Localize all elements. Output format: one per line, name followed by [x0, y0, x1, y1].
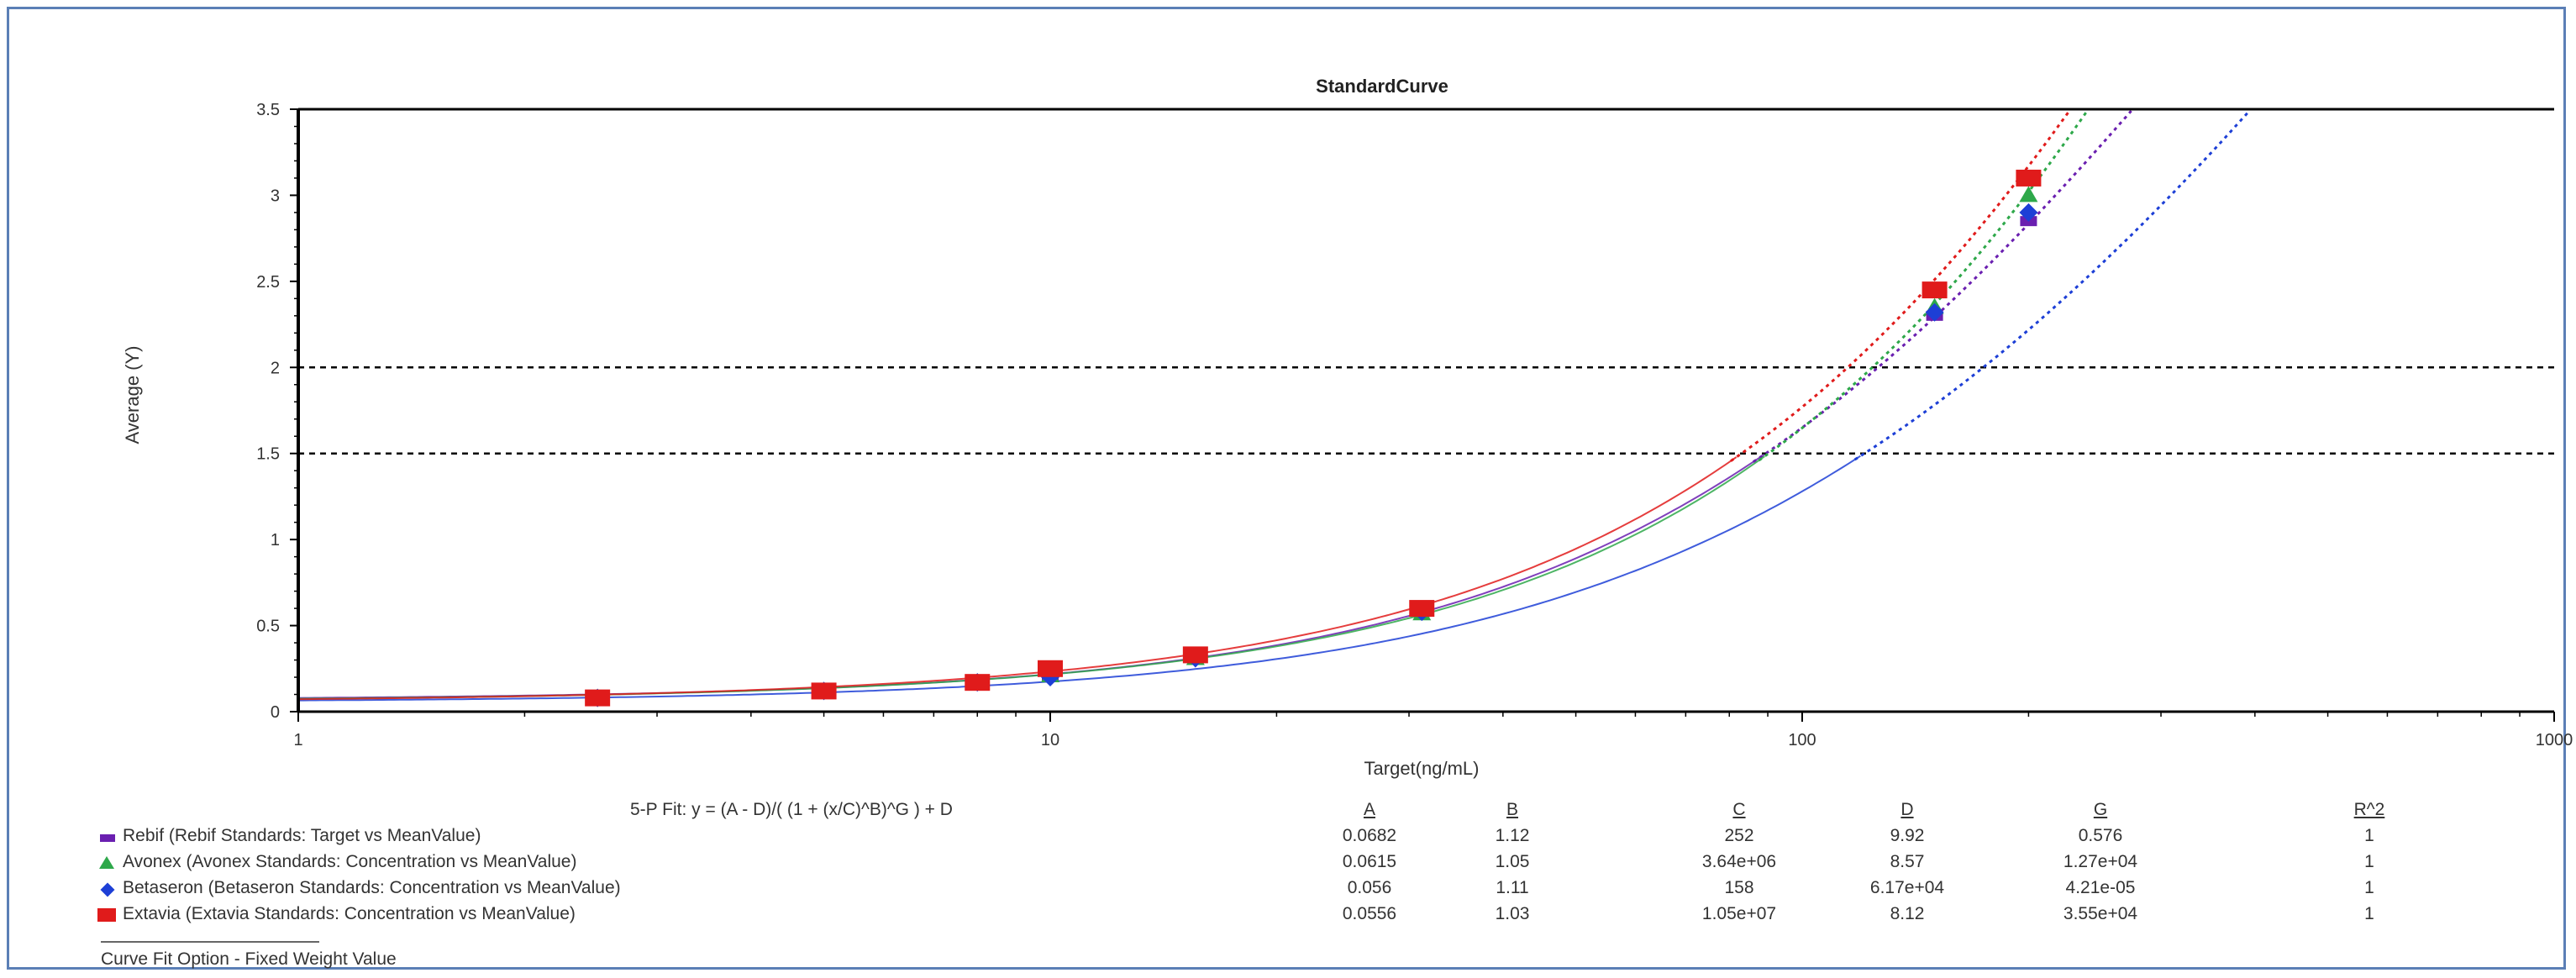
y-tick-label: 0	[271, 703, 280, 722]
column-header: A	[1363, 800, 1375, 819]
param-value: 158	[1724, 878, 1754, 897]
legend-label: Extavia (Extavia Standards: Concentratio…	[123, 904, 576, 923]
param-value: 8.57	[1890, 852, 1925, 871]
data-point-3	[965, 674, 991, 691]
y-tick-label: 3	[271, 187, 280, 205]
param-value: 0.576	[2078, 826, 2123, 845]
data-point-3	[1182, 646, 1208, 664]
param-value: 0.0682	[1342, 826, 1397, 845]
column-header: B	[1506, 800, 1518, 819]
data-points	[585, 169, 2042, 707]
reference-lines	[298, 366, 2554, 455]
param-value: 6.17e+04	[1869, 878, 1945, 897]
param-value: 8.12	[1890, 904, 1925, 923]
y-tick-label: 2.5	[256, 273, 280, 292]
legend-marker	[100, 882, 115, 897]
legend-row: Rebif (Rebif Standards: Target vs MeanVa…	[92, 826, 2554, 852]
fit-curves	[297, 109, 2251, 702]
param-value: 1	[2364, 878, 2374, 897]
param-value: 9.92	[1890, 826, 1925, 845]
legend-marker	[100, 834, 115, 842]
x-tick-label: 100	[1788, 731, 1816, 749]
y-tick-label: 2	[271, 359, 280, 377]
data-point-1	[2019, 186, 2038, 202]
footer-divider	[101, 941, 319, 943]
column-header: D	[1900, 800, 1914, 819]
param-value: 0.0615	[1342, 852, 1397, 871]
fit-curve-3	[297, 456, 1737, 701]
fit-table-header: 5-P Fit: y = (A - D)/( (1 + (x/C)^B)^G )…	[92, 800, 2554, 826]
data-point-2	[2019, 202, 2038, 222]
fit-curve-dotted-0	[1752, 110, 2132, 463]
param-value: 0.056	[1347, 878, 1392, 897]
param-value: 1	[2364, 904, 2374, 923]
param-value: 1.05e+07	[1701, 904, 1777, 923]
fit-curve-dotted-1	[1758, 111, 2088, 462]
legend-label: Rebif (Rebif Standards: Target vs MeanVa…	[123, 826, 481, 845]
param-value: 4.21e-05	[2065, 878, 2136, 897]
param-value: 3.55e+04	[2063, 904, 2138, 923]
param-value: 1	[2364, 852, 2374, 871]
data-point-3	[1038, 660, 1063, 677]
x-axis-label: Target(ng/mL)	[1364, 758, 1480, 779]
column-header: C	[1732, 800, 1746, 819]
param-value: 1.03	[1495, 904, 1530, 923]
axes: 0 0.5 1 1.5 2 2.5 3 3.5 1 10 100 1000	[256, 101, 2573, 749]
data-point-3	[2016, 169, 2042, 187]
param-value: 1.11	[1496, 878, 1529, 897]
data-point-3	[811, 682, 837, 700]
param-value: 0.0556	[1342, 904, 1397, 923]
legend-label: Avonex (Avonex Standards: Concentration …	[123, 852, 577, 871]
fit-curve-2	[298, 455, 1861, 702]
y-tick-label: 1.5	[256, 445, 280, 464]
data-point-3	[1921, 281, 1948, 299]
fit-curve-0	[297, 453, 1765, 699]
legend-row: Avonex (Avonex Standards: Concentration …	[92, 852, 2554, 878]
fit-equation: 5-P Fit: y = (A - D)/( (1 + (x/C)^B)^G )…	[630, 800, 953, 819]
x-tick-label: 1	[293, 731, 302, 749]
y-tick-label: 1	[271, 531, 280, 549]
fit-parameters-table: 5-P Fit: y = (A - D)/( (1 + (x/C)^B)^G )…	[92, 800, 2554, 930]
column-header: R^2	[2353, 800, 2385, 819]
legend-row: Betaseron (Betaseron Standards: Concentr…	[92, 878, 2554, 904]
param-value: 1	[2364, 826, 2374, 845]
data-point-3	[1409, 600, 1435, 618]
data-point-2	[1925, 302, 1944, 322]
column-header: G	[2093, 800, 2108, 819]
param-value: 1.05	[1495, 852, 1530, 871]
y-tick-label: 0.5	[256, 618, 280, 636]
chart-frame	[7, 7, 2566, 970]
legend-marker	[99, 856, 114, 869]
x-tick-label: 10	[1041, 731, 1059, 749]
legend-row: Extavia (Extavia Standards: Concentratio…	[92, 904, 2554, 930]
param-value: 252	[1724, 826, 1754, 845]
data-point-3	[585, 689, 611, 707]
fit-curve-dotted-2	[1853, 109, 2251, 461]
chart-title: StandardCurve	[1316, 76, 1448, 97]
param-value: 1.27e+04	[2063, 852, 2138, 871]
param-value: 1.12	[1495, 826, 1530, 845]
x-tick-label: 1000	[2536, 731, 2573, 749]
fit-curve-1	[298, 455, 1765, 700]
fit-curve-dotted-3	[1730, 110, 2070, 462]
y-tick-label: 3.5	[256, 101, 280, 119]
legend-marker	[97, 908, 116, 922]
param-value: 3.64e+06	[1701, 852, 1777, 871]
y-axis-label: Average (Y)	[122, 346, 143, 444]
legend-label: Betaseron (Betaseron Standards: Concentr…	[123, 878, 621, 897]
curve-fit-option-note: Curve Fit Option - Fixed Weight Value	[101, 949, 397, 969]
